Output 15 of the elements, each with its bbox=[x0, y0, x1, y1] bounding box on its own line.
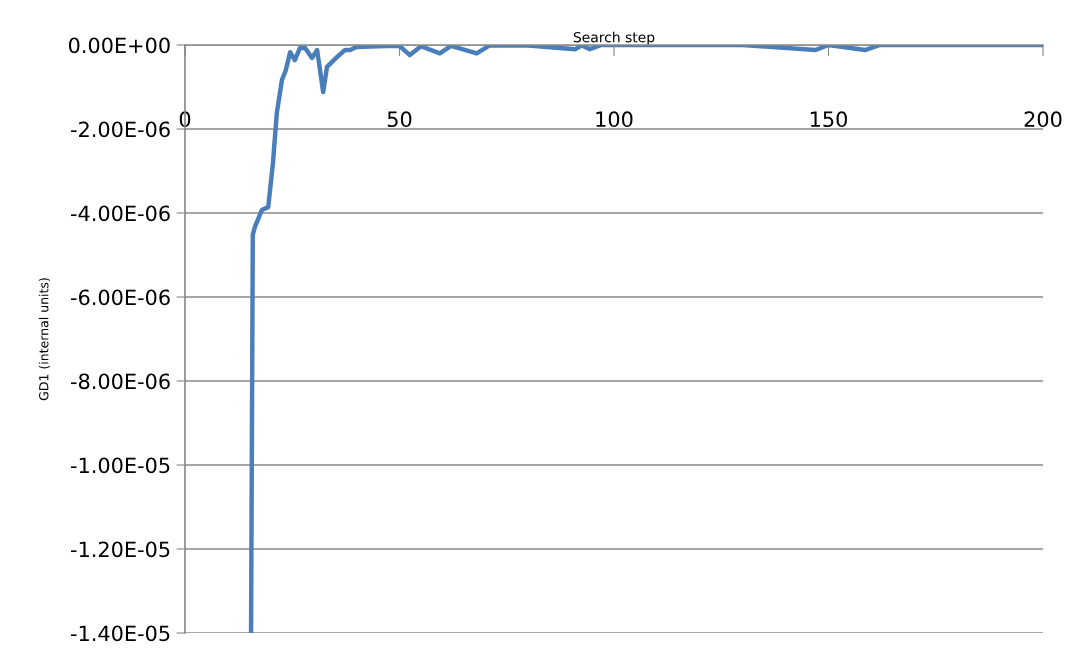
x-tick-label: 50 bbox=[387, 111, 412, 128]
y-tick-label: -1.40E-05 bbox=[71, 625, 170, 642]
x-tick-label: 100 bbox=[596, 111, 633, 128]
y-tick-label: -6.00E-06 bbox=[71, 289, 170, 306]
y-tick-label: 0.00E+00 bbox=[68, 37, 170, 54]
y-tick-label: -1.00E-05 bbox=[71, 457, 170, 474]
x-tick-label: 150 bbox=[810, 111, 847, 128]
y-tick-label: -4.00E-06 bbox=[71, 205, 170, 222]
y-tick-label: -1.20E-05 bbox=[71, 541, 170, 558]
y-axis-title: GD1 (internal units) bbox=[38, 278, 50, 401]
y-tick-label: -8.00E-06 bbox=[71, 373, 170, 390]
y-tick-label: -2.00E-06 bbox=[71, 121, 170, 138]
x-axis-title: Search step bbox=[573, 31, 655, 46]
x-tick-label: 0 bbox=[179, 111, 191, 128]
x-tick-label: 200 bbox=[1024, 111, 1062, 128]
